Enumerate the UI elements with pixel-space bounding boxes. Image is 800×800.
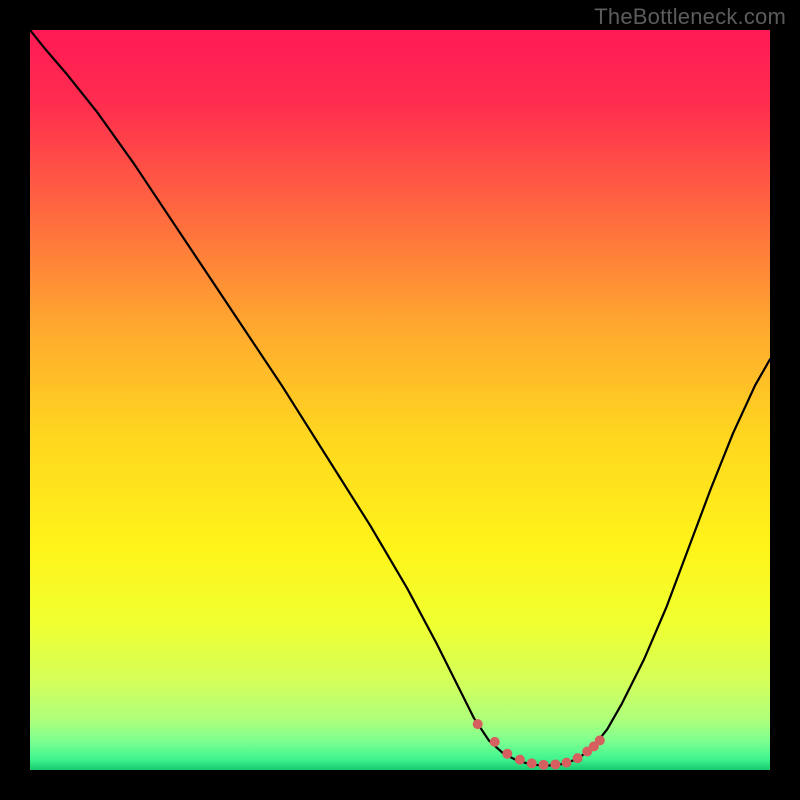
marker-point [503,749,512,758]
chart-container: TheBottleneck.com [0,0,800,800]
marker-point [515,755,524,764]
marker-point [573,754,582,763]
marker-point [595,736,604,745]
marker-point [562,758,571,767]
marker-point [490,737,499,746]
marker-point [473,720,482,729]
marker-point [539,760,548,769]
marker-point [527,759,536,768]
marker-point [551,760,560,769]
chart-svg [30,30,770,770]
plot-background [30,30,770,770]
watermark-text: TheBottleneck.com [594,4,786,30]
